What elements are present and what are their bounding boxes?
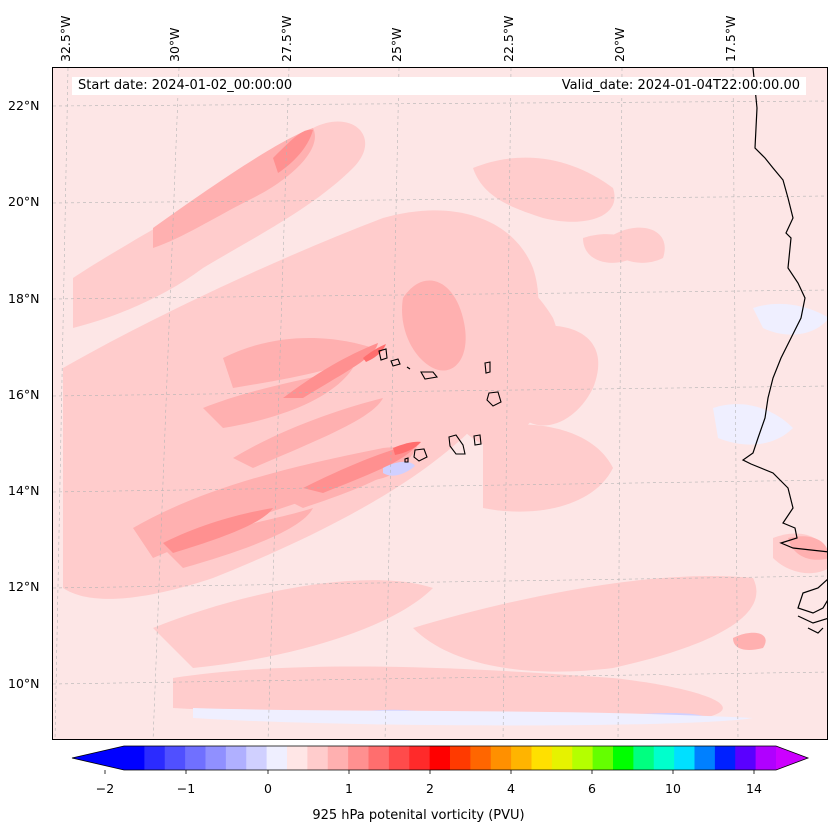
colorbar-segment <box>409 746 431 770</box>
pv-contour-slightly-negative <box>193 303 827 726</box>
lat-label-22n: 22°N <box>8 98 40 113</box>
africa-coastline <box>741 68 827 553</box>
colorbar-extend-low <box>72 746 124 770</box>
lat-label-16n: 16°N <box>8 387 40 402</box>
pv-contour-strong <box>163 129 418 553</box>
colorbar-tick-label: 0 <box>264 781 272 796</box>
lon-label-17-5w: 17.5°W <box>723 15 738 62</box>
colorbar-segment <box>613 746 634 770</box>
colorbar-segment <box>450 746 471 770</box>
cape-verde-islands <box>378 348 502 463</box>
colorbar-tick-label: 2 <box>426 781 434 796</box>
colorbar-segment <box>714 746 736 770</box>
colorbar-segment <box>653 746 675 770</box>
colorbar-segment <box>246 746 268 770</box>
africa-coastline-south <box>797 579 827 634</box>
colorbar-segment <box>572 746 594 770</box>
lat-label-10n: 10°N <box>8 676 40 691</box>
colorbar-tick-label: 4 <box>507 781 515 796</box>
colorbar-segment <box>633 746 655 770</box>
colorbar-segment <box>287 746 308 770</box>
colorbar-extend-high <box>776 746 808 770</box>
colorbar-segment <box>307 746 329 770</box>
colorbar-tick-label: 6 <box>588 781 596 796</box>
lon-label-30w: 30°W <box>167 27 182 62</box>
colorbar-segment <box>348 746 369 770</box>
colorbar-segment <box>551 746 573 770</box>
colorbar-segment <box>266 746 288 770</box>
colorbar-segment <box>755 746 777 770</box>
colorbar-tick-label: 10 <box>665 781 681 796</box>
colorbar-segment <box>531 746 553 770</box>
colorbar-outline <box>71 745 810 771</box>
colorbar-tick-label: −1 <box>176 781 196 796</box>
lon-label-32-5w: 32.5°W <box>58 15 73 62</box>
pv-contour-red <box>363 344 421 455</box>
lat-label-18n: 18°N <box>8 291 40 306</box>
graticule <box>53 68 827 739</box>
colorbar-segment <box>429 746 451 770</box>
lat-label-12n: 12°N <box>8 579 40 594</box>
colorbar-segment <box>511 746 532 770</box>
colorbar-segment <box>490 746 512 770</box>
colorbar-segment <box>205 746 227 770</box>
colorbar-segment <box>185 746 206 770</box>
colorbar-segment <box>124 746 145 770</box>
pv-field <box>53 68 827 739</box>
colorbar-tick-label: −2 <box>95 781 115 796</box>
lon-label-22-5w: 22.5°W <box>501 15 516 62</box>
lat-label-20n: 20°N <box>8 194 40 209</box>
map-area[interactable] <box>52 67 828 740</box>
colorbar-segment <box>368 746 390 770</box>
colorbar-segment <box>592 746 614 770</box>
colorbar-tick-label: 1 <box>345 781 353 796</box>
colorbar-segment <box>735 746 757 770</box>
colorbar-label: 925 hPa potenital vorticity (PVU) <box>312 808 525 823</box>
valid-date-label: Valid_date: 2024-01-04T22:00:00.00 <box>298 77 806 95</box>
colorbar-segment <box>674 746 695 770</box>
lat-label-14n: 14°N <box>8 483 40 498</box>
colorbar-segment <box>470 746 492 770</box>
colorbar-segment <box>327 746 349 770</box>
colorbar-segment <box>144 746 166 770</box>
colorbar-segment <box>388 746 410 770</box>
colorbar-segment <box>694 746 716 770</box>
start-date-label: Start date: 2024-01-02_00:00:00 <box>72 77 310 95</box>
lon-label-25w: 25°W <box>389 27 404 62</box>
lon-label-20w: 20°W <box>612 27 627 62</box>
lon-label-27-5w: 27.5°W <box>279 15 294 62</box>
colorbar <box>71 745 810 774</box>
colorbar-segment <box>225 746 247 770</box>
colorbar-segment <box>164 746 186 770</box>
colorbar-tick-label: 14 <box>746 781 762 796</box>
